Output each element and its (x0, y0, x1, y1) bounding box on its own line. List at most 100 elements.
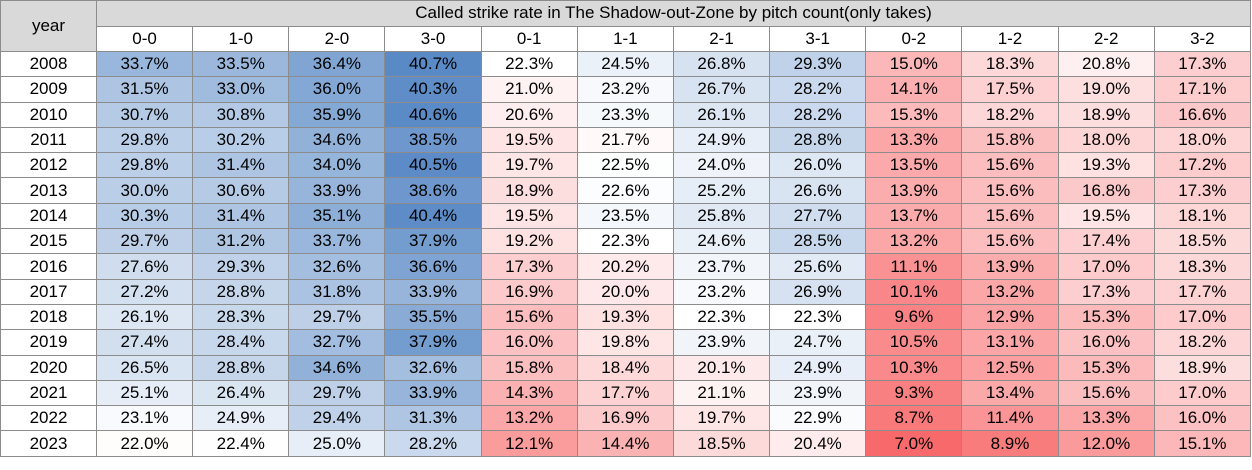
heat-cell: 13.9% (961, 253, 1059, 280)
heat-cell: 18.3% (961, 50, 1059, 78)
heat-cell: 28.2% (769, 101, 867, 128)
heat-cell: 23.7% (672, 253, 771, 280)
heat-cell: 33.9% (384, 278, 482, 305)
row-year-label: 2013 (0, 177, 97, 204)
heat-cell: 25.2% (672, 177, 771, 204)
heat-cell: 15.3% (865, 101, 963, 128)
heat-cell: 29.4% (288, 405, 386, 432)
heat-cell: 17.0% (1153, 379, 1252, 407)
table-body: 2008 33.7% 33.5% 36.4% 40.7% 22.3% 24.5% 26.8% 2… (0, 50, 1252, 457)
heat-cell: 20.8% (1057, 50, 1155, 78)
heat-cell: 30.0% (95, 177, 194, 204)
heat-cell: 26.7% (672, 76, 771, 103)
heat-cell: 30.7% (95, 101, 194, 128)
heat-cell: 15.6% (961, 152, 1059, 179)
table-row: 2018 26.1% 28.3% 29.7% 35.5% 15.6% 19.3% 22.3% 2… (0, 303, 1252, 331)
row-year-label: 2016 (0, 253, 97, 280)
row-year-label: 2015 (0, 228, 97, 255)
heat-cell: 26.1% (672, 101, 771, 128)
heat-cell: 7.0% (865, 430, 963, 457)
heat-cell: 19.5% (1057, 202, 1155, 230)
heat-cell: 24.9% (192, 405, 290, 432)
heat-cell: 28.2% (769, 76, 867, 103)
heat-cell: 22.3% (480, 50, 578, 78)
heat-cell: 35.1% (288, 202, 386, 230)
heat-cell: 19.3% (1057, 152, 1155, 179)
heat-cell: 13.7% (865, 202, 963, 230)
column-header-1-2: 1-2 (961, 25, 1059, 52)
column-header-2-1: 2-1 (672, 25, 771, 52)
heat-cell: 32.6% (384, 354, 482, 381)
heat-cell: 21.7% (576, 126, 674, 154)
table-row: 2015 29.7% 31.2% 33.7% 37.9% 19.2% 22.3% 24.6% 2… (0, 228, 1252, 255)
heat-cell: 17.3% (1057, 278, 1155, 305)
heat-cell: 28.5% (769, 228, 867, 255)
heat-cell: 23.2% (672, 278, 771, 305)
heat-cell: 19.5% (480, 202, 578, 230)
column-header-2-2: 2-2 (1057, 25, 1155, 52)
heat-cell: 8.9% (961, 430, 1059, 457)
heat-cell: 10.3% (865, 354, 963, 381)
row-year-label: 2008 (0, 50, 97, 78)
heat-cell: 8.7% (865, 405, 963, 432)
column-header-0-2: 0-2 (865, 25, 963, 52)
heat-cell: 24.5% (576, 50, 674, 78)
table-row: 2016 27.6% 29.3% 32.6% 36.6% 17.3% 20.2% 23.7% 2… (0, 253, 1252, 280)
row-year-label: 2011 (0, 126, 97, 154)
heat-cell: 27.2% (95, 278, 194, 305)
heat-cell: 15.0% (865, 50, 963, 78)
heatmap-table: year Called strike rate in The Shadow-ou… (0, 0, 1252, 457)
heat-cell: 33.0% (192, 76, 290, 103)
heat-cell: 25.8% (672, 202, 771, 230)
heat-cell: 17.0% (1057, 253, 1155, 280)
heat-cell: 32.6% (288, 253, 386, 280)
heat-cell: 18.9% (480, 177, 578, 204)
heat-cell: 40.6% (384, 101, 482, 128)
heat-cell: 17.3% (1153, 50, 1252, 78)
heat-cell: 19.2% (480, 228, 578, 255)
table-row: 2011 29.8% 30.2% 34.6% 38.5% 19.5% 21.7% 24.9% 2… (0, 126, 1252, 154)
table-row: 2010 30.7% 30.8% 35.9% 40.6% 20.6% 23.3% 26.1% 2… (0, 101, 1252, 128)
heat-cell: 19.7% (480, 152, 578, 179)
heat-cell: 12.0% (1057, 430, 1155, 457)
heat-cell: 33.9% (288, 177, 386, 204)
table-row: 2012 29.8% 31.4% 34.0% 40.5% 19.7% 22.5% 24.0% 2… (0, 152, 1252, 179)
table-row: 2008 33.7% 33.5% 36.4% 40.7% 22.3% 24.5% 26.8% 2… (0, 50, 1252, 78)
row-year-label: 2023 (0, 430, 97, 457)
header-row-counts: 0-0 1-0 2-0 3-0 0-1 1-1 2-1 3-1 0-2 1-2 2-2 3-2 (1, 25, 1252, 52)
heat-cell: 20.1% (672, 354, 771, 381)
heat-cell: 23.3% (576, 101, 674, 128)
heat-cell: 30.2% (192, 126, 290, 154)
heat-cell: 37.9% (384, 329, 482, 356)
heat-cell: 23.9% (672, 329, 771, 356)
heat-cell: 34.6% (288, 126, 386, 154)
heat-cell: 12.9% (961, 303, 1059, 331)
row-year-label: 2018 (0, 303, 97, 331)
table-row: 2023 22.0% 22.4% 25.0% 28.2% 12.1% 14.4% 18.5% 2… (0, 430, 1252, 457)
heat-cell: 26.6% (769, 177, 867, 204)
heat-cell: 9.3% (865, 379, 963, 407)
heat-cell: 28.4% (192, 329, 290, 356)
heat-cell: 18.9% (1057, 101, 1155, 128)
heat-cell: 31.3% (384, 405, 482, 432)
year-column-header: year (0, 0, 97, 52)
heat-cell: 18.1% (1153, 202, 1252, 230)
table-row: 2021 25.1% 26.4% 29.7% 33.9% 14.3% 17.7% 21.1% 2… (0, 379, 1252, 407)
heat-cell: 22.3% (769, 303, 867, 331)
column-header-3-0: 3-0 (384, 25, 482, 52)
heat-cell: 30.3% (95, 202, 194, 230)
heat-cell: 20.0% (576, 278, 674, 305)
heat-cell: 18.0% (1057, 126, 1155, 154)
heat-cell: 24.6% (672, 228, 771, 255)
table-row: 2014 30.3% 31.4% 35.1% 40.4% 19.5% 23.5% 25.8% 2… (0, 202, 1252, 230)
heat-cell: 18.5% (672, 430, 771, 457)
heat-cell: 25.6% (769, 253, 867, 280)
heat-cell: 28.8% (769, 126, 867, 154)
heat-cell: 13.2% (865, 228, 963, 255)
row-year-label: 2021 (0, 379, 97, 407)
heat-cell: 37.9% (384, 228, 482, 255)
heat-cell: 15.1% (1153, 430, 1252, 457)
heat-cell: 13.9% (865, 177, 963, 204)
header-row-title: year Called strike rate in The Shadow-ou… (0, 0, 1251, 52)
table-row: 2009 31.5% 33.0% 36.0% 40.3% 21.0% 23.2% 26.7% 2… (0, 76, 1252, 103)
